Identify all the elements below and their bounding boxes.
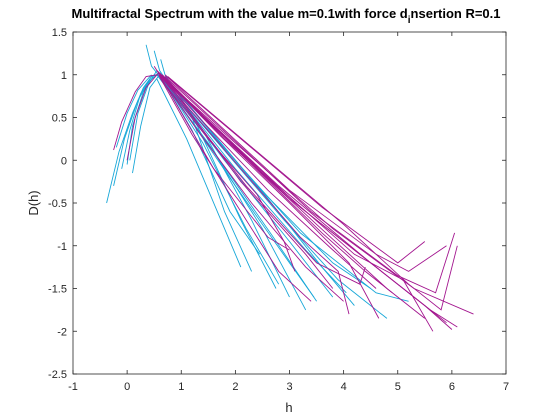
series-line-9 [153,50,277,289]
series-line-19 [164,76,355,306]
series-line-33 [160,74,380,319]
y-tick-label: -1.5 [48,284,67,296]
series-line-8 [145,44,253,272]
x-tick-label: 6 [449,381,455,393]
y-tick-label: -2 [57,326,67,338]
chart-title-subscript: i [408,15,411,26]
x-tick-label: 7 [503,381,509,393]
x-tick-label: -1 [68,381,78,393]
x-tick-label: 2 [232,381,238,393]
series-line-44 [167,76,458,311]
series-line-35 [159,74,453,330]
series-line-37 [159,74,350,315]
y-tick-label: 1.5 [52,27,67,39]
series-line-28 [159,72,426,319]
plot-axes: -1 0 1 2 3 4 5 6 7 -2.5 -2 -1.5 -1 -0.5 0 0.5 1 1.5 [48,27,509,393]
plot-lines [106,44,474,332]
series-line-18 [161,74,371,289]
x-tick-label: 4 [341,381,347,393]
series-line-20 [159,74,388,319]
y-tick-label: 0.5 [52,113,67,125]
series-line-36 [160,78,296,272]
series-line-7 [132,74,160,174]
x-tick-label: 5 [395,381,401,393]
y-tick-label: -1 [57,241,67,253]
series-line-31 [158,74,312,302]
series-line-13 [159,74,334,298]
y-axis-label: D(h) [26,190,41,215]
series-line-30 [159,76,344,302]
y-tick-label: -0.5 [48,198,67,210]
x-axis-label: h [285,400,292,415]
series-line-17 [156,78,242,268]
series-line-5 [129,70,158,161]
series-line-6 [115,74,152,148]
series-line-43 [159,74,366,285]
series-line-39 [164,76,456,294]
series-line-23 [113,74,157,151]
chart-title-suffix: nsertion R=0.1 [411,6,501,21]
series-line-24 [126,72,159,161]
series-line-42 [164,74,426,264]
series-line-3 [121,72,161,169]
series-line-32 [161,74,393,294]
series-line-41 [159,74,290,251]
x-tick-label: 3 [286,381,292,393]
series-line-21 [161,78,409,302]
series-line-29 [160,74,377,289]
y-tick-label: -2.5 [48,369,67,381]
y-tick-label: 1 [61,70,67,82]
chart-title-main: Multifractal Spectrum with the value m=0… [71,6,407,21]
series-line-34 [159,74,434,332]
series-line-26 [156,70,447,324]
series-line-25 [153,65,458,328]
x-tick-label: 0 [124,381,130,393]
x-tick-label: 1 [178,381,184,393]
chart-title: Multifractal Spectrum with the value m=0… [71,6,500,26]
series-line-27 [159,74,474,315]
y-tick-label: 0 [61,155,67,167]
